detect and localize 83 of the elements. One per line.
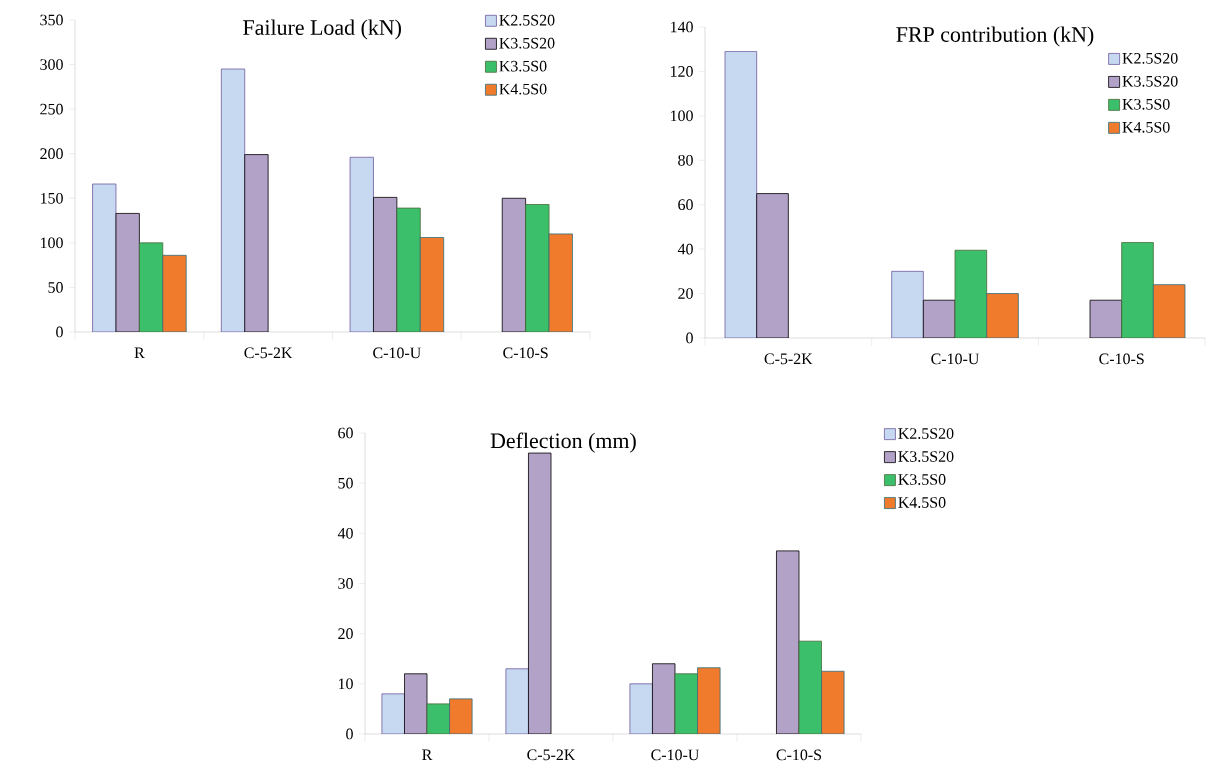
bar (922, 299, 956, 338)
bar (1152, 284, 1186, 338)
x-tick-label: C-5-2K (764, 353, 813, 365)
legend-label: K4.5S0 (499, 83, 547, 95)
bar (404, 673, 428, 734)
y-tick-label: 100 (670, 110, 693, 122)
bar (501, 197, 527, 332)
y-tick-label: 20 (338, 628, 353, 640)
y-tick-label: 50 (338, 477, 353, 489)
bar (798, 640, 822, 734)
bar (756, 193, 789, 338)
y-tick-label: 300 (40, 59, 63, 70)
x-tick-label: C-10-S (1099, 353, 1144, 365)
x-tick-label: C-10-U (651, 749, 700, 761)
legend-label: K3.5S0 (499, 60, 547, 72)
y-tick-label: 0 (56, 326, 63, 338)
bar (652, 663, 676, 734)
x-tick-label: R (134, 347, 145, 358)
bar (724, 51, 758, 338)
legend-label: K4.5S0 (898, 497, 946, 508)
x-tick-label: C-10-S (503, 347, 548, 359)
legend-label: K4.5S0 (1122, 121, 1170, 133)
y-tick-label: 100 (40, 237, 63, 249)
bar (697, 667, 721, 734)
bar (115, 213, 140, 332)
bar (954, 249, 988, 338)
bar (776, 550, 800, 734)
bar (138, 242, 164, 332)
chart-title: Failure Load (kN) (243, 19, 401, 40)
x-tick-label: R (422, 749, 433, 760)
bar (1121, 242, 1154, 338)
bar (349, 156, 374, 332)
y-tick-label: 120 (670, 66, 693, 77)
bar (396, 207, 421, 332)
bar (220, 68, 246, 332)
y-tick-label: 250 (40, 103, 63, 115)
y-tick-label: 40 (677, 243, 693, 255)
y-tick-label: 20 (678, 288, 693, 299)
bar (629, 683, 653, 734)
bar (891, 270, 924, 338)
chart-title: FRP contribution (kN) (896, 26, 1094, 47)
bar (548, 233, 573, 332)
legend-label: K2.5S20 (1122, 52, 1178, 64)
y-tick-label: 50 (48, 282, 63, 293)
bar (821, 670, 845, 734)
bar (419, 237, 445, 332)
bar (674, 673, 698, 734)
bar (162, 254, 187, 332)
y-tick-label: 0 (686, 332, 693, 344)
bar (92, 183, 117, 332)
x-tick-label: C-10-U (931, 353, 980, 365)
bar (381, 693, 405, 734)
y-tick-label: 10 (338, 678, 353, 690)
legend-label: K3.5S0 (898, 474, 946, 485)
bar (528, 452, 552, 734)
x-tick-label: C-5-2K (527, 749, 576, 761)
y-tick-label: 140 (670, 21, 693, 33)
y-tick-label: 60 (338, 427, 353, 439)
bar (505, 668, 529, 734)
y-tick-label: 150 (40, 192, 63, 204)
y-tick-label: 0 (346, 728, 353, 740)
y-tick-label: 200 (40, 148, 63, 160)
bar (525, 204, 550, 332)
legend-label: K3.5S20 (898, 451, 954, 462)
bar (449, 698, 473, 734)
legend-label: K2.5S20 (898, 428, 954, 439)
y-tick-label: 30 (338, 578, 353, 589)
y-tick-label: 80 (678, 154, 693, 166)
y-tick-label: 350 (40, 14, 63, 26)
bar (373, 196, 398, 332)
x-tick-label: C-10-U (373, 347, 421, 359)
legend-label: K2.5S20 (499, 14, 555, 26)
bar (244, 154, 269, 332)
bar (986, 293, 1019, 338)
x-tick-label: C-5-2K (244, 347, 293, 359)
legend-label: K3.5S20 (1122, 75, 1178, 87)
y-tick-label: 60 (678, 199, 693, 211)
legend-label: K3.5S20 (499, 37, 555, 49)
bar (1089, 299, 1123, 338)
x-tick-label: C-10-S (776, 749, 822, 761)
y-tick-label: 40 (337, 527, 353, 539)
chart-title: Deflection (mm) (490, 432, 636, 453)
legend-label: K3.5S0 (1122, 98, 1170, 110)
